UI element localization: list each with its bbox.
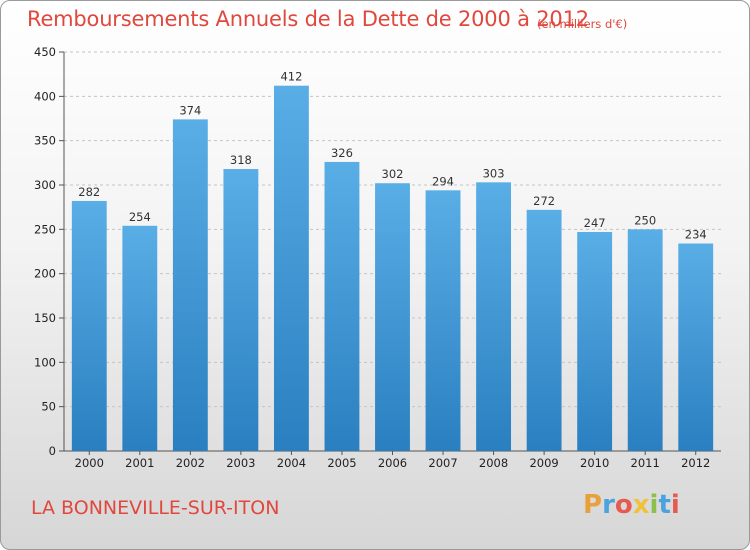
unit-label: (en milliers d'€) <box>537 17 628 31</box>
y-tick-label: 100 <box>34 355 56 369</box>
bar-2002 <box>172 119 208 452</box>
x-tick-label-2010: 2010 <box>580 456 609 470</box>
brand-letter: r <box>602 490 615 520</box>
x-tick-label-2001: 2001 <box>125 456 154 470</box>
y-tick-label: 200 <box>34 267 56 281</box>
x-tick-label-2008: 2008 <box>479 456 508 470</box>
y-tick-label: 450 <box>34 45 56 59</box>
x-tick-labels: 2000 2001 2002 2003 2004 2005 2006 2007 2008 2009… <box>75 456 711 470</box>
bar-2001 <box>122 225 158 451</box>
brand-letter: P <box>583 490 603 520</box>
brand-letter: i <box>670 490 680 520</box>
bar-2012 <box>678 243 714 451</box>
y-tick-label: 50 <box>41 400 56 414</box>
bar-2007 <box>425 190 461 451</box>
bars <box>71 85 714 452</box>
data-label-2006: 302 <box>382 167 404 181</box>
data-label-2011: 250 <box>634 213 656 227</box>
data-label-2008: 303 <box>483 166 505 180</box>
y-tick-label: 150 <box>34 311 56 325</box>
data-label-2005: 326 <box>331 146 353 160</box>
y-tick-label: 350 <box>34 134 56 148</box>
data-label-2009: 272 <box>533 194 555 208</box>
data-labels: 282 254 374 318 412 326 302 294 303 272 247 250 234 <box>78 70 706 242</box>
commune-name: LA BONNEVILLE-SUR-ITON <box>31 497 280 519</box>
x-tick-label-2009: 2009 <box>529 456 558 470</box>
y-tick-label: 400 <box>34 89 56 103</box>
data-label-2010: 247 <box>584 216 606 230</box>
brand-letter: x <box>632 490 650 520</box>
chart-title: Remboursements Annuels de la Dette de 20… <box>27 7 589 31</box>
brand-letter: i <box>649 490 659 520</box>
x-tick-label-2003: 2003 <box>226 456 255 470</box>
brand-letter: t <box>658 490 671 520</box>
bar-2010 <box>577 231 613 451</box>
x-tick-label-2006: 2006 <box>378 456 407 470</box>
bar-2003 <box>223 169 259 452</box>
bar-2006 <box>375 183 410 451</box>
y-tick-label: 300 <box>34 178 56 192</box>
x-tick-label-2004: 2004 <box>277 456 306 470</box>
data-label-2007: 294 <box>432 174 454 188</box>
bar-2008 <box>476 182 512 451</box>
data-label-2012: 234 <box>685 228 707 242</box>
bar-2005 <box>324 161 360 452</box>
bar-2009 <box>526 209 562 451</box>
data-label-2003: 318 <box>230 153 252 167</box>
data-label-2004: 412 <box>280 70 302 84</box>
y-tick-label: 250 <box>34 222 56 236</box>
y-tick-label: 0 <box>49 444 56 458</box>
bar-2011 <box>627 229 663 451</box>
y-tick-labels: 0 50 100 150 200 250 300 350 400 450 <box>34 45 56 458</box>
x-tick-label-2005: 2005 <box>327 456 356 470</box>
x-tick-label-2011: 2011 <box>631 456 660 470</box>
x-tick-label-2012: 2012 <box>681 456 710 470</box>
proxiti-logo: Proxiti <box>583 490 680 520</box>
x-tick-label-2002: 2002 <box>176 456 205 470</box>
brand-letter: o <box>614 490 633 520</box>
x-tick-label-2007: 2007 <box>428 456 457 470</box>
x-tick-label-2000: 2000 <box>75 456 104 470</box>
data-label-2000: 282 <box>78 185 100 199</box>
data-label-2001: 254 <box>129 210 151 224</box>
bar-2000 <box>71 200 107 451</box>
data-label-2002: 374 <box>179 103 201 117</box>
bar-2004 <box>273 85 309 452</box>
